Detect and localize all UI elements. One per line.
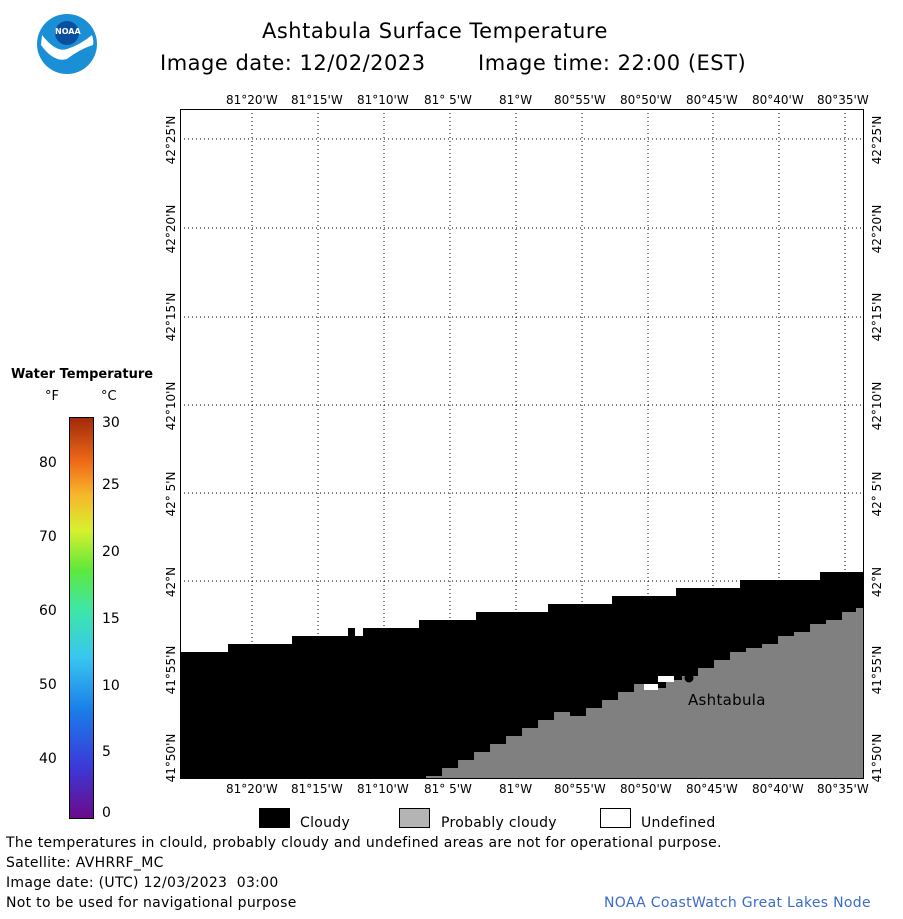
f-tick: 80 (39, 455, 57, 471)
lat-tick: 42°15'N (164, 292, 178, 342)
lat-tick: 42°20'N (870, 204, 884, 254)
disclaimer-text: The temperatures in clould, probably clo… (6, 835, 722, 851)
legend-swatch-cloudy (259, 808, 290, 828)
lon-tick: 81°20'W (226, 782, 278, 796)
lon-tick: 80°55'W (554, 93, 606, 107)
lat-tick: 42°20'N (164, 204, 178, 254)
lon-tick: 81°15'W (291, 93, 343, 107)
c-tick: 0 (102, 805, 111, 821)
lat-tick: 42°25'N (164, 115, 178, 165)
lat-tick: 41°55'N (164, 645, 178, 695)
lon-tick: 80°40'W (752, 93, 804, 107)
map-title: Ashtabula Surface Temperature (262, 19, 608, 43)
noaa-logo-text: NOAA (55, 27, 81, 36)
lat-tick: 42° 5'N (870, 471, 884, 517)
legend-swatch-probably-cloudy (399, 808, 430, 828)
lat-tick: 41°55'N (870, 645, 884, 695)
image-date-label: Image date: 12/02/2023 (160, 51, 426, 75)
lat-tick: 42°10'N (164, 381, 178, 431)
lon-tick: 81°10'W (357, 93, 409, 107)
lon-tick: 80°50'W (620, 782, 672, 796)
colorbar-gradient (69, 417, 94, 819)
c-tick: 25 (102, 477, 120, 493)
lat-tick: 42°15'N (870, 292, 884, 342)
lon-tick: 80°55'W (554, 782, 606, 796)
credit-text: NOAA CoastWatch Great Lakes Node (604, 895, 871, 911)
lon-tick: 81°W (499, 93, 533, 107)
lon-tick: 81°20'W (226, 93, 278, 107)
f-tick: 40 (39, 751, 57, 767)
lon-tick: 80°35'W (817, 93, 869, 107)
lon-tick: 80°40'W (752, 782, 804, 796)
lat-tick: 42°N (164, 566, 178, 598)
c-tick: 5 (102, 744, 111, 760)
lat-tick: 41°50'N (870, 733, 884, 783)
lat-tick: 41°50'N (164, 733, 178, 783)
city-label: Ashtabula (688, 691, 766, 709)
lon-tick: 81°15'W (291, 782, 343, 796)
lon-tick: 81°10'W (357, 782, 409, 796)
c-tick: 10 (102, 678, 120, 694)
colorbar-title: Water Temperature (11, 367, 154, 382)
unit-fahrenheit: °F (45, 389, 59, 404)
lon-tick: 80°50'W (620, 93, 672, 107)
noaa-logo: NOAA (36, 13, 98, 75)
legend-label-cloudy: Cloudy (300, 815, 351, 831)
lon-tick: 81° 5'W (424, 782, 472, 796)
f-tick: 60 (39, 603, 57, 619)
probably-cloudy-region (426, 608, 864, 779)
satellite-text: Satellite: AVHRRF_MC (6, 855, 164, 871)
lon-tick: 80°35'W (817, 782, 869, 796)
legend-label-probably-cloudy: Probably cloudy (441, 815, 557, 831)
unit-celsius: °C (101, 389, 117, 404)
lon-tick: 81°W (499, 782, 533, 796)
ashtabula-marker (684, 673, 694, 683)
c-tick: 20 (102, 544, 120, 560)
lat-tick: 42°10'N (870, 381, 884, 431)
map-panel (180, 109, 864, 779)
f-tick: 70 (39, 529, 57, 545)
c-tick: 30 (102, 415, 120, 431)
lon-tick: 81° 5'W (424, 93, 472, 107)
lon-tick: 80°45'W (686, 93, 738, 107)
nav-warning-text: Not to be used for navigational purpose (6, 895, 297, 911)
lat-tick: 42°25'N (870, 115, 884, 165)
f-tick: 50 (39, 677, 57, 693)
c-tick: 15 (102, 611, 120, 627)
image-time-label: Image time: 22:00 (EST) (478, 51, 747, 75)
legend-swatch-undefined (600, 808, 631, 828)
image-date-utc-text: Image date: (UTC) 12/03/2023 03:00 (6, 875, 279, 891)
legend-label-undefined: Undefined (641, 815, 716, 831)
lat-tick: 42° 5'N (164, 471, 178, 517)
lat-tick: 42°N (870, 566, 884, 598)
lon-tick: 80°45'W (686, 782, 738, 796)
